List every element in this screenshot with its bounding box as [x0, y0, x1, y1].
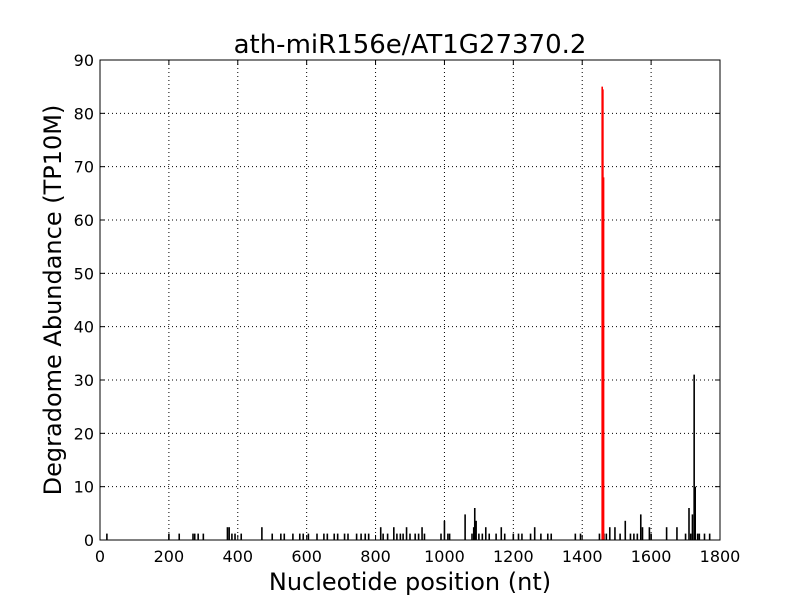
y-tick-label: 40: [74, 318, 94, 337]
x-tick-label: 1600: [631, 547, 672, 566]
y-tick-label: 20: [74, 424, 94, 443]
y-tick-label: 0: [84, 531, 94, 550]
x-axis-label: Nucleotide position (nt): [269, 568, 551, 596]
x-tick-label: 1200: [493, 547, 534, 566]
y-axis-label: Degradome Abundance (TP10M): [39, 105, 67, 496]
x-tick-label: 200: [154, 547, 185, 566]
plot-frame: [99, 59, 721, 541]
grid-lines: [100, 60, 720, 540]
x-tick-label: 1800: [700, 547, 741, 566]
chart-title: ath-miR156e/AT1G27370.2: [234, 30, 587, 60]
y-tick-label: 90: [74, 51, 94, 70]
y-tick-label: 30: [74, 371, 94, 390]
y-tick-label: 60: [74, 211, 94, 230]
data-bars: [106, 374, 711, 540]
axis-ticks: [99, 59, 721, 541]
x-tick-label: 0: [95, 547, 105, 566]
x-tick-label: 800: [360, 547, 391, 566]
y-tick-labels: 0 10 20 30 40 50 60 70 80 90: [74, 51, 94, 550]
y-tick-label: 70: [74, 158, 94, 177]
target-site-bars: [601, 86, 605, 540]
y-tick-label: 10: [74, 478, 94, 497]
x-tick-label: 1400: [562, 547, 603, 566]
y-tick-label: 80: [74, 104, 94, 123]
x-tick-label: 400: [223, 547, 254, 566]
y-tick-label: 50: [74, 264, 94, 283]
x-tick-labels: 0 200 400 600 800 1000 1200 1400 1600 1800: [95, 547, 740, 566]
x-tick-label: 600: [291, 547, 322, 566]
x-tick-label: 1000: [424, 547, 465, 566]
